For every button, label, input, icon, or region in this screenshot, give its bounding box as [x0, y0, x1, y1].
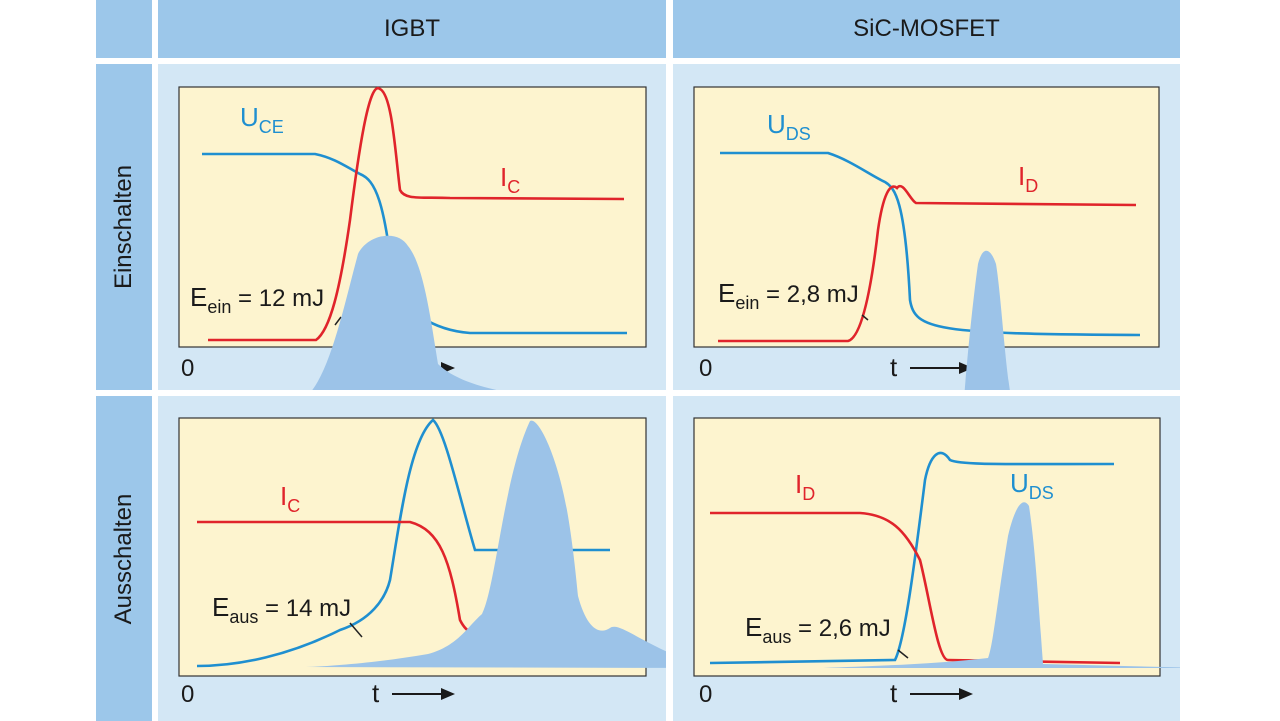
curve-label-2: ID — [1018, 161, 1038, 196]
panel-sic-einschalten: UDS ID Eein = 2,8 mJ 0 t — [673, 64, 1180, 390]
plot-area — [693, 417, 1161, 677]
row-header-ausschalten-label: Ausschalten — [110, 493, 137, 624]
origin-label: 0 — [181, 681, 194, 708]
voltage-curve — [196, 418, 610, 668]
header-corner — [96, 0, 152, 58]
origin-label: 0 — [181, 355, 194, 382]
curve-label-1: UDS — [767, 109, 811, 144]
curve-label-1: ID — [795, 469, 815, 504]
origin-label: 0 — [699, 681, 712, 708]
time-axis-label: t — [890, 352, 898, 382]
chart-sic-einschalten: UDS ID Eein = 2,8 mJ 0 t — [693, 86, 1160, 390]
curve-label-1: IC — [280, 481, 300, 516]
loss-area-group — [823, 502, 1180, 668]
curve-label-2: IC — [500, 162, 520, 197]
row-header-ausschalten: Ausschalten — [96, 396, 152, 721]
time-axis-arrowhead — [959, 688, 973, 700]
current-curve — [208, 86, 625, 342]
column-header-sic-label: SiC-MOSFET — [853, 15, 1000, 42]
energy-label: Eaus = 2,6 mJ — [745, 612, 891, 647]
energy-leader-line — [349, 622, 363, 638]
time-axis-label: t — [890, 678, 898, 708]
energy-leader-line — [861, 314, 869, 321]
column-header-sic-mosfet: SiC-MOSFET — [673, 0, 1180, 58]
row-header-einschalten-label: Einschalten — [110, 164, 137, 290]
energy-label: Eein = 12 mJ — [190, 282, 324, 317]
switching-loss-area — [823, 502, 1180, 668]
column-header-igbt-label: IGBT — [383, 15, 440, 42]
switching-loss-area — [306, 420, 666, 668]
plot-area — [693, 86, 1160, 348]
curve-label-1: UCE — [240, 102, 284, 137]
voltage-curve — [709, 451, 1115, 665]
switching-loss-area — [964, 250, 1010, 390]
row-header-einschalten: Einschalten — [96, 64, 152, 390]
chart-sic-ausschalten: ID UDS Eaus = 2,6 mJ 0 t — [693, 417, 1180, 708]
origin-label: 0 — [699, 355, 712, 382]
column-header-igbt: IGBT — [158, 0, 666, 58]
loss-area-group — [964, 250, 1010, 390]
energy-label: Eein = 2,8 mJ — [718, 278, 859, 313]
energy-leader-line — [897, 649, 909, 659]
energy-label: Eaus = 14 mJ — [212, 592, 351, 627]
curve-label-2: UDS — [1010, 468, 1054, 503]
curves: ID UDS Eaus = 2,6 mJ 0 t — [699, 451, 1121, 708]
panel-sic-ausschalten: ID UDS Eaus = 2,6 mJ 0 t — [673, 396, 1180, 721]
current-curve — [718, 184, 1137, 343]
energy-leader-line — [334, 316, 342, 326]
loss-area-group — [312, 235, 497, 390]
time-axis-arrowhead — [959, 362, 973, 374]
current-curve — [710, 511, 1121, 665]
time-axis-arrowhead — [441, 688, 455, 700]
time-axis-label: t — [372, 678, 380, 708]
switching-loss-figure: IGBT SiC-MOSFET Einschalten Ausschalten … — [96, 0, 1180, 721]
switching-loss-area — [312, 235, 497, 390]
loss-area-group — [306, 420, 666, 668]
